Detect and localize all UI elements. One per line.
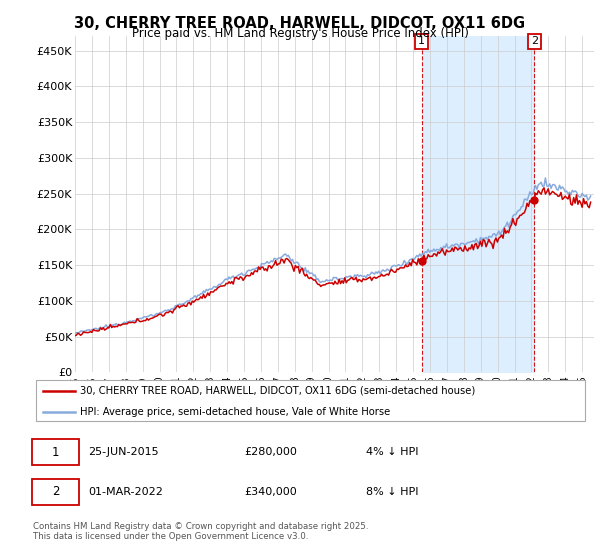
- Text: Contains HM Land Registry data © Crown copyright and database right 2025.
This d: Contains HM Land Registry data © Crown c…: [33, 522, 368, 542]
- Text: 4% ↓ HPI: 4% ↓ HPI: [366, 447, 419, 457]
- Text: 25-JUN-2015: 25-JUN-2015: [89, 447, 159, 457]
- Text: Price paid vs. HM Land Registry's House Price Index (HPI): Price paid vs. HM Land Registry's House …: [131, 27, 469, 40]
- Text: 1: 1: [418, 36, 425, 46]
- FancyBboxPatch shape: [32, 439, 79, 465]
- Text: HPI: Average price, semi-detached house, Vale of White Horse: HPI: Average price, semi-detached house,…: [80, 407, 391, 417]
- FancyBboxPatch shape: [36, 380, 585, 421]
- Text: 2: 2: [531, 36, 538, 46]
- FancyBboxPatch shape: [32, 479, 79, 505]
- Text: 30, CHERRY TREE ROAD, HARWELL, DIDCOT, OX11 6DG: 30, CHERRY TREE ROAD, HARWELL, DIDCOT, O…: [74, 16, 526, 31]
- Text: 30, CHERRY TREE ROAD, HARWELL, DIDCOT, OX11 6DG (semi-detached house): 30, CHERRY TREE ROAD, HARWELL, DIDCOT, O…: [80, 385, 475, 395]
- Text: 1: 1: [52, 446, 59, 459]
- Text: £280,000: £280,000: [244, 447, 297, 457]
- Text: £340,000: £340,000: [244, 487, 296, 497]
- Text: 2: 2: [52, 486, 59, 498]
- Text: 8% ↓ HPI: 8% ↓ HPI: [366, 487, 419, 497]
- Text: 01-MAR-2022: 01-MAR-2022: [89, 487, 163, 497]
